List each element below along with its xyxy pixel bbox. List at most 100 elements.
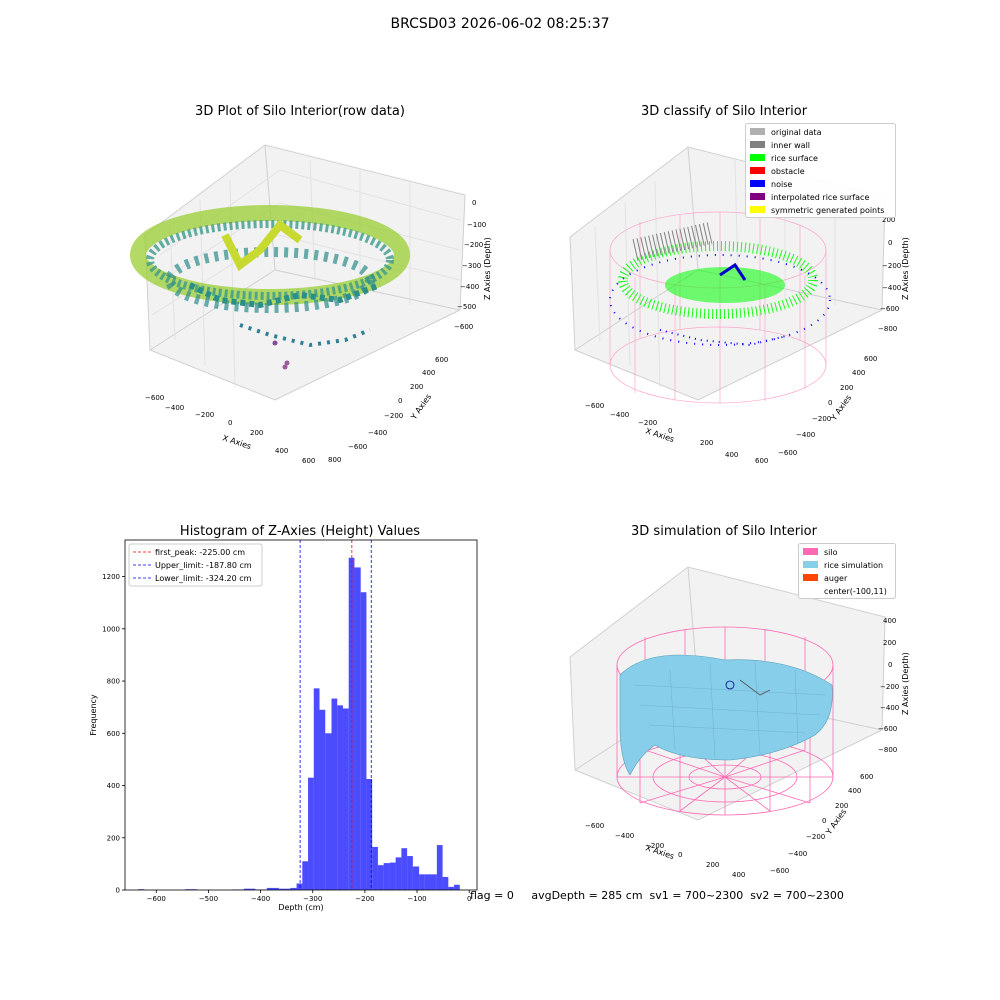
legend-swatch [750,206,765,213]
svg-text:−600: −600 [585,822,604,830]
histogram-bar [454,884,460,890]
legend-swatch [750,154,765,161]
svg-text:−600: −600 [585,402,604,410]
svg-text:−400: −400 [610,411,629,419]
histogram-ylabel: Frequency [89,694,98,736]
legend-label: original data [771,128,822,137]
histogram-xtick-label: −100 [407,895,426,903]
histogram-bar [290,887,297,890]
svg-text:200: 200 [410,383,423,391]
svg-text:200: 200 [883,639,896,647]
legend-label: noise [771,180,792,189]
histogram-title: Histogram of Z-Axies (Height) Values [179,524,421,539]
histogram-bar [442,876,449,890]
histogram-xtick-label: −500 [199,895,218,903]
histogram-ytick-label: 1000 [102,625,120,633]
svg-text:400: 400 [732,871,745,879]
classify-ylabel: Y Axies [829,393,854,423]
raw-axes-box [144,144,466,401]
histogram-bar [302,861,309,890]
histogram-bar [354,567,361,890]
simulation-plot-title: 3D simulation of Silo Interior [631,524,817,539]
histogram-ytick-label: 1200 [102,573,120,581]
histogram-bar [266,887,279,890]
svg-text:−500: −500 [457,303,476,311]
svg-text:−400: −400 [615,832,634,840]
svg-text:200: 200 [840,384,853,392]
svg-text:600: 600 [302,457,315,465]
raw-xlabel: X Axies [221,433,252,451]
svg-text:400: 400 [422,369,435,377]
classified-points [609,222,831,347]
histogram-xtick-label: −200 [355,895,374,903]
svg-text:−100: −100 [467,221,486,229]
histogram-bar [395,857,402,890]
histogram-xtick-label: 0 [467,895,471,903]
legend-swatch [803,574,818,581]
svg-text:200: 200 [700,439,713,447]
raw-plot-title: 3D Plot of Silo Interior(row data) [195,104,405,119]
histogram-bar [372,846,378,890]
svg-text:−800: −800 [878,746,897,754]
histogram-legend-label: first_peak: -225.00 cm [155,548,245,557]
histogram-bar [401,848,408,890]
svg-text:−400: −400 [796,431,815,439]
svg-text:−600: −600 [878,725,897,733]
svg-text:−200: −200 [384,412,403,420]
svg-text:0: 0 [228,419,232,427]
histogram-xtick-label: −300 [303,895,322,903]
svg-text:200: 200 [835,802,848,810]
svg-text:−200: −200 [195,411,214,419]
svg-text:0: 0 [888,239,892,247]
svg-text:600: 600 [435,356,448,364]
histogram-ytick-label: 600 [107,730,120,738]
svg-text:400: 400 [852,369,865,377]
svg-text:0: 0 [828,399,832,407]
histogram-bar [424,874,437,890]
svg-text:400: 400 [725,451,738,459]
simulation-legend: silo rice simulation auger center(-100,11) [798,543,896,599]
simulation-ticks: −600 −400 −200 0 200 400 −600 −400 −200 … [585,617,899,879]
simulation-3d-plot: −600 −400 −200 0 200 400 −600 −400 −200 … [569,566,910,879]
svg-text:−200: −200 [638,419,657,427]
legend-swatch [750,128,765,135]
svg-text:200: 200 [706,861,719,869]
histogram-bar [308,777,314,890]
svg-text:−600: −600 [454,323,473,331]
histogram-bar [377,865,384,890]
svg-text:600: 600 [755,457,768,465]
svg-text:−600: −600 [145,394,164,402]
svg-text:0: 0 [668,427,672,435]
histogram-legend-label: Lower_limit: -324.20 cm [155,574,252,583]
histogram-legend-label: Upper_limit: -187.80 cm [155,561,252,570]
histogram-xtick-label: −600 [147,895,166,903]
legend-swatch [803,561,818,568]
histogram-ytick-label: 800 [107,678,120,686]
svg-text:−600: −600 [770,867,789,875]
svg-text:−600: −600 [348,443,367,451]
legend-label: interpolated rice surface [771,193,869,202]
svg-text:800: 800 [328,456,341,464]
legend-swatch [803,548,818,555]
svg-text:−400: −400 [882,284,901,292]
raw-3d-plot: −600 −400 −200 0 200 400 600 800 −600 −4… [130,144,492,465]
svg-text:−200: −200 [645,842,664,850]
histogram-xtick-label: −400 [251,895,270,903]
histogram-bar [407,856,413,890]
svg-text:0: 0 [472,199,476,207]
svg-text:−200: −200 [806,833,825,841]
svg-text:0: 0 [888,661,892,669]
raw-ticks: −600 −400 −200 0 200 400 600 800 −600 −4… [145,199,486,465]
simulation-zlabel: Z Axies (Depth) [901,652,910,715]
svg-text:0: 0 [822,817,826,825]
histogram-vlines [299,540,372,890]
histogram-ytick-label: 0 [116,887,120,895]
legend-swatch [750,180,765,187]
raw-points [130,205,410,370]
figure-title: BRCSD03 2026-06-02 08:25:37 [390,16,610,32]
svg-text:−300: −300 [462,262,481,270]
histogram-bar [389,862,396,890]
histogram-chart: −600 −500 −400 −300 −200 −100 0 0 200 400 600 800 1… [89,539,478,912]
svg-text:−200: −200 [880,683,899,691]
legend-label: rice surface [771,154,818,163]
